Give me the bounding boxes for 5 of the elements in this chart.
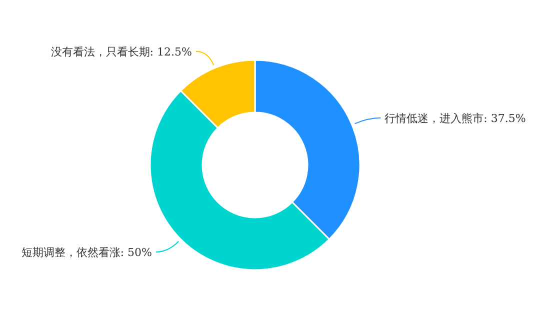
donut-slice	[254, 59, 361, 240]
slice-label: 行情低迷，进入熊市: 37.5%	[384, 112, 526, 125]
slice-label: 没有看法，只看长期: 12.5%	[50, 45, 192, 58]
slice-label: 短期调整，依然看涨: 50%	[21, 246, 152, 259]
donut-slice	[180, 59, 256, 129]
